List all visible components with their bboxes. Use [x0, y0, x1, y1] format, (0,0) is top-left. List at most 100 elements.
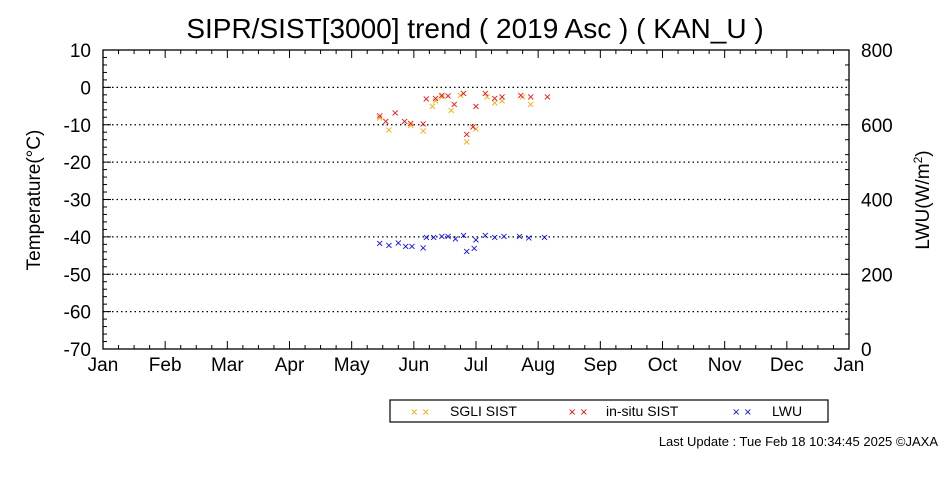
data-point: ×: [438, 92, 446, 103]
y2-tick-label: 800: [861, 41, 893, 62]
data-point: ×: [391, 108, 399, 119]
data-point: ×: [450, 100, 458, 111]
data-point: ×: [438, 90, 446, 101]
y2-axis-label-sup: 2: [911, 156, 925, 163]
y-tick-label: -30: [64, 191, 91, 212]
x-tick-label: Feb: [149, 355, 182, 376]
last-update-footer: Last Update : Tue Feb 18 10:34:45 2025 ©…: [658, 434, 938, 449]
data-point: ×: [375, 239, 383, 250]
data-point: ×: [375, 111, 383, 122]
data-point: ×: [431, 96, 439, 107]
legend-label: in-situ SIST: [606, 403, 679, 419]
data-point: ×: [490, 98, 498, 109]
data-point: ×: [456, 90, 464, 101]
y2-tick-label: 0: [861, 340, 872, 361]
data-point: ×: [385, 125, 393, 136]
data-point: ×: [422, 94, 430, 105]
data-point: ×: [500, 232, 508, 243]
data-point: ×: [431, 93, 439, 104]
x-tick-label: Mar: [211, 355, 244, 376]
data-point: ×: [517, 90, 525, 101]
y-tick-label: -60: [64, 303, 91, 324]
y-tick-label: 10: [70, 41, 91, 62]
plot-frame: [102, 49, 850, 350]
data-point: ×: [407, 118, 415, 129]
data-point: ×: [540, 232, 548, 243]
data-point: ×: [394, 238, 402, 249]
legend-marker: × ×: [410, 407, 430, 418]
data-point: ×: [470, 244, 478, 255]
data-point: ×: [402, 242, 410, 253]
y2-tick-label: 400: [861, 191, 893, 212]
y-axis-label: Temperature(°C): [24, 130, 45, 271]
plot-border: [102, 49, 850, 350]
y2-axis-label: LWU(W/m2): [911, 150, 934, 249]
data-point: ×: [438, 232, 446, 243]
x-tick-label: Dec: [770, 355, 804, 376]
data-point: ×: [472, 102, 480, 113]
data-point: ×: [527, 92, 535, 103]
x-tick-label: Apr: [275, 355, 305, 376]
data-point: ×: [498, 96, 506, 107]
legend: × × SGLI SIST × × in-situ SIST × × LWU: [389, 399, 829, 423]
data-point: ×: [469, 122, 477, 133]
legend-marker: × ×: [732, 407, 752, 418]
grid-lines: [103, 86, 849, 313]
data-point: ×: [543, 92, 551, 103]
y-tick-label: 0: [80, 78, 91, 99]
data-point: ×: [382, 117, 390, 128]
data-point: ×: [462, 130, 470, 141]
legend-label: SGLI SIST: [450, 403, 517, 419]
chart-title: SIPR/SIST[3000] trend ( 2019 Asc ) ( KAN…: [186, 13, 763, 44]
data-points: ×× ××××××××××× × ××××××× ×× ××××××××× × × × × ×× × ×…: [375, 88, 551, 257]
data-point: ×: [481, 231, 489, 242]
y2-axis-label-end: ): [913, 150, 934, 156]
data-point: ×: [459, 231, 467, 242]
data-point: ×: [462, 247, 470, 258]
data-point: ×: [419, 126, 427, 137]
y2-tick-label: 200: [861, 265, 893, 286]
data-point: ×: [490, 232, 498, 243]
y2-tick-label: 600: [861, 116, 893, 137]
data-point: ×: [375, 113, 383, 124]
data-point: ×: [408, 241, 416, 252]
data-point: ×: [444, 91, 452, 102]
x-tick-label: May: [334, 355, 370, 376]
data-point: ×: [385, 241, 393, 252]
data-point: ×: [407, 120, 415, 131]
data-point: ×: [472, 235, 480, 246]
x-tick-label: Oct: [648, 355, 678, 376]
x-tick-label: Aug: [521, 355, 555, 376]
x-tick-label: Sep: [583, 355, 617, 376]
data-point: ×: [451, 234, 459, 245]
data-point: ×: [419, 243, 427, 254]
y-axis-tick-labels: 10 0 -10 -20 -30 -40 -50 -60 -70: [64, 41, 91, 361]
y-tick-label: -40: [64, 228, 91, 249]
data-point: ×: [525, 233, 533, 244]
x-tick-label: Jul: [464, 355, 488, 376]
x-tick-label: Jun: [399, 355, 430, 376]
data-point: ×: [459, 88, 467, 99]
data-point: ×: [498, 92, 506, 103]
data-point: ×: [518, 92, 526, 103]
data-point: ×: [527, 100, 535, 111]
y-tick-label: -20: [64, 153, 91, 174]
legend-marker: × ×: [568, 407, 588, 418]
x-tick-label: Nov: [708, 355, 742, 376]
y-tick-label: -70: [64, 340, 91, 361]
data-point: ×: [515, 232, 523, 243]
data-point: ×: [444, 232, 452, 243]
x-tick-label: Jan: [88, 355, 119, 376]
y2-axis-label-main: LWU(W/m: [913, 163, 934, 249]
data-point: ×: [430, 232, 438, 243]
data-point: ×: [490, 93, 498, 104]
data-point: ×: [422, 232, 430, 243]
y2-axis-tick-labels: 800 600 400 200 0: [861, 41, 893, 361]
data-point: ×: [472, 124, 480, 135]
data-point: ×: [447, 105, 455, 116]
data-point: ×: [400, 117, 408, 128]
legend-label: LWU: [772, 403, 802, 419]
axis-ticks: [102, 49, 850, 350]
legend-box: [389, 399, 829, 423]
